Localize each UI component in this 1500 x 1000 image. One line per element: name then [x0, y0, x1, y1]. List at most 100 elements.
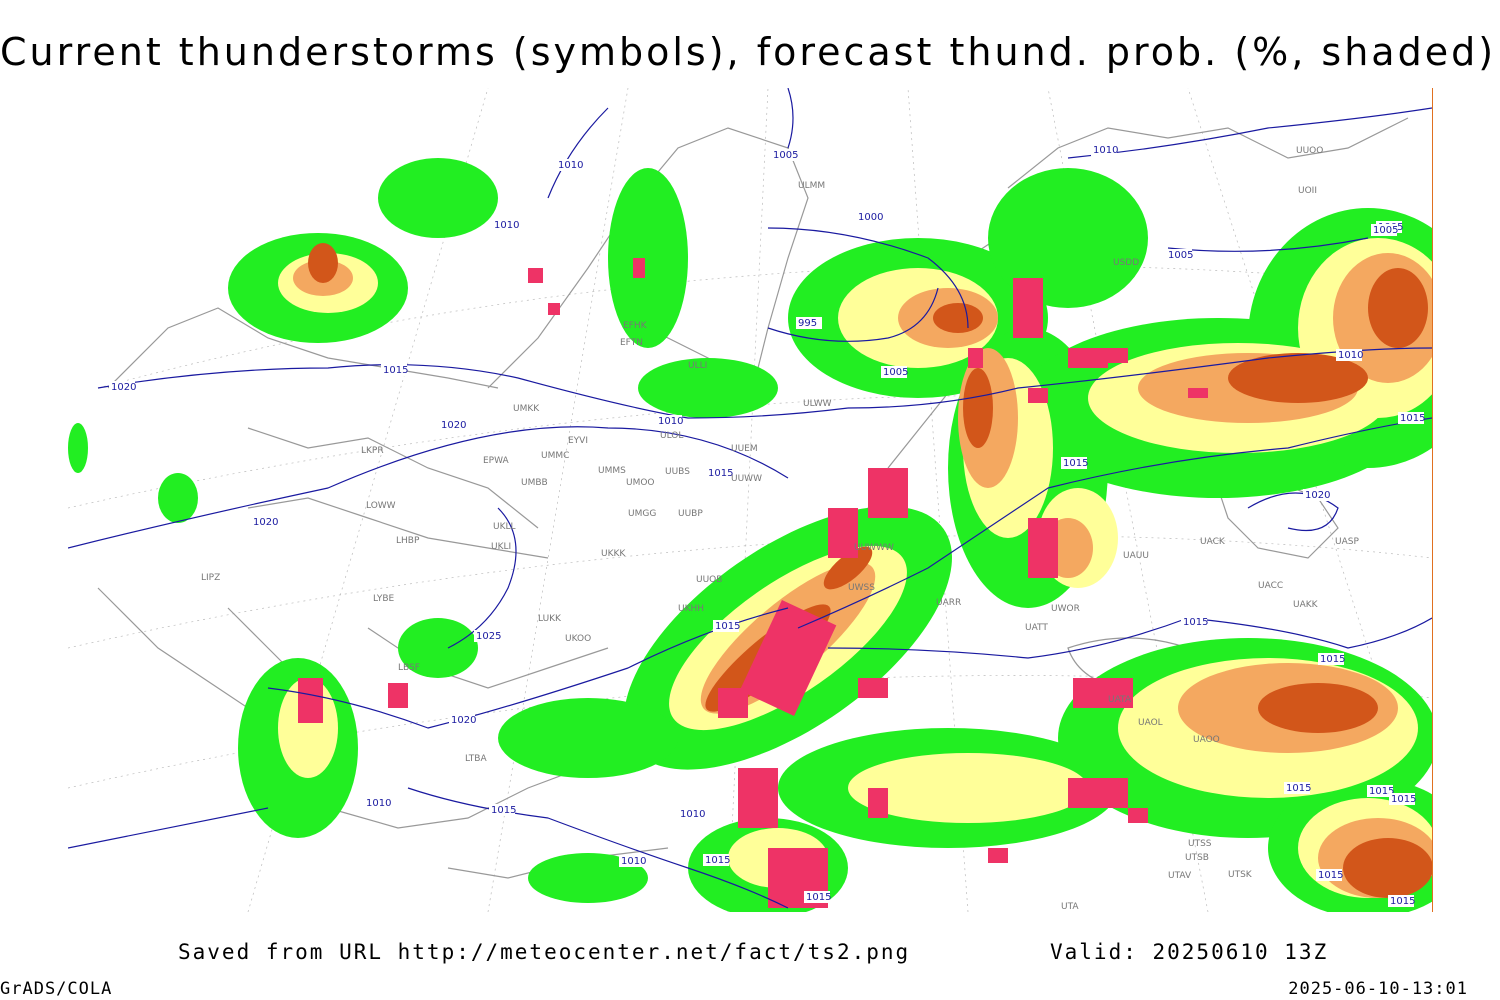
- isobar-label: 1015: [1391, 794, 1416, 805]
- weather-map: 1010 1010 1005 1000 995 1005 1010 1010 1005 1005 1…: [68, 88, 1433, 912]
- isobar-label-bg: [1367, 785, 1393, 797]
- map-canvas: 1010 1010 1005 1000 995 1005 1010 1010 1005 1005 1…: [68, 88, 1432, 912]
- isobar-label-bg: [706, 467, 732, 479]
- station-label: ULMM: [798, 181, 825, 191]
- station-label: UUBP: [678, 509, 703, 519]
- isobar-label: 1020: [1305, 490, 1330, 501]
- station-label: UKHH: [678, 604, 704, 614]
- isobar-label-bg: [1388, 895, 1414, 907]
- station-label: UTSS: [1188, 839, 1212, 849]
- isobar-label: 1010: [558, 160, 583, 171]
- station-label: EFTN: [620, 338, 643, 348]
- isobars: [68, 88, 1432, 909]
- isobar-label-bg: [1166, 249, 1192, 261]
- isobar-label: 1015: [491, 805, 516, 816]
- isobar-label-bg: [1398, 412, 1424, 424]
- isobar-label: 1010: [494, 220, 519, 231]
- station-labels: UUOO UOII USDD ULMM EFHK EFTN ULLI ULWW UMKK EYVI…: [201, 146, 1359, 912]
- station-label: UAOO: [1193, 735, 1220, 745]
- station-label: UASP: [1335, 537, 1359, 547]
- station-label: UKLI: [491, 542, 511, 552]
- station-label: UUBS: [665, 467, 690, 477]
- isobar-label-bg: [1336, 349, 1362, 361]
- isobar-label-bg: [804, 891, 830, 903]
- isobar-label: 1010: [680, 809, 705, 820]
- station-label: UAUU: [1123, 551, 1149, 561]
- station-label: UTAV: [1168, 871, 1192, 881]
- station-label: UTSK: [1228, 870, 1253, 880]
- isobar-label: 1005: [1168, 250, 1193, 261]
- isobar-label-bg: [1318, 653, 1344, 665]
- isobar-labels: 1010 1010 1005 1000 995 1005 1010 1010 1005 1005 1…: [109, 144, 1425, 907]
- station-label: UMOO: [626, 478, 655, 488]
- station-label: UTA: [1061, 902, 1079, 912]
- isobar-label: 1020: [441, 420, 466, 431]
- isobar-label: 1015: [1063, 458, 1088, 469]
- station-label: UUEM: [731, 444, 758, 454]
- isobar-label-bg: [439, 419, 465, 431]
- station-label: EPWA: [483, 456, 510, 466]
- station-label: UTSB: [1185, 853, 1209, 863]
- station-label: ULWW: [803, 399, 832, 409]
- isobar-label: 1015: [1183, 617, 1208, 628]
- isobar-label: 1015: [383, 365, 408, 376]
- isobar-label: 1015: [1369, 786, 1394, 797]
- isobar-label-bg: [381, 364, 407, 376]
- generated-timestamp: 2025-06-10-13:01: [1288, 979, 1468, 999]
- station-label: UKKK: [601, 549, 626, 559]
- station-label: UMBB: [521, 478, 548, 488]
- isobar-label-bg: [489, 804, 515, 816]
- station-label: UWSS: [848, 583, 875, 593]
- isobar-label-bg: [1303, 489, 1329, 501]
- isobar-label: 1010: [1093, 145, 1118, 156]
- isobar-label: 1005: [1373, 225, 1398, 236]
- isobar-label: 1015: [1400, 413, 1425, 424]
- station-label: LHBP: [396, 536, 420, 546]
- isobar-label-bg: [1389, 793, 1415, 805]
- station-label: EFHK: [623, 321, 648, 331]
- isobar-label: 1020: [253, 517, 278, 528]
- isobar-label-bg: [556, 159, 582, 171]
- station-label: UKLL: [493, 522, 516, 532]
- isobar-label-bg: [1284, 782, 1310, 794]
- isobar-label-bg: [856, 211, 882, 223]
- isobar-label-bg: [1316, 869, 1342, 881]
- station-label: LUKK: [538, 614, 562, 624]
- isobar-label: 1010: [621, 856, 646, 867]
- isobar-label: 1015: [1318, 870, 1343, 881]
- isobar-label: 1010: [366, 798, 391, 809]
- station-label: LOWW: [366, 501, 396, 511]
- isobar-label: 1015: [705, 855, 730, 866]
- isobar-label-bg: [796, 317, 822, 329]
- station-label: EYVI: [568, 436, 588, 446]
- isobar-label-bg: [1091, 144, 1117, 156]
- station-label: ULLI: [688, 361, 707, 371]
- station-label: UUWW: [731, 474, 762, 484]
- station-label: UARR: [936, 598, 961, 608]
- isobar-label-bg: [1181, 616, 1207, 628]
- storm-symbols: [298, 258, 1208, 908]
- isobar-label: 1020: [111, 382, 136, 393]
- isobar-label-bg: [492, 219, 518, 231]
- station-label: LKPR: [361, 446, 384, 456]
- isobar-label-bg: [678, 808, 704, 820]
- station-label: UMGG: [628, 509, 656, 519]
- isobar-label: 1015: [1320, 654, 1345, 665]
- station-label: LTBA: [465, 754, 487, 764]
- station-label: UMMC: [541, 451, 569, 461]
- isobar-label-bg: [1061, 457, 1087, 469]
- station-label: UACC: [1258, 581, 1283, 591]
- station-label: UACK: [1200, 537, 1226, 547]
- isobar-label: 1000: [858, 212, 883, 223]
- isobar-label: 1005: [883, 367, 908, 378]
- software-credit: GrADS/COLA: [0, 979, 113, 999]
- isobar-label-bg: [619, 855, 645, 867]
- station-label: UWOR: [1051, 604, 1080, 614]
- station-label: UATT: [1025, 623, 1048, 633]
- saved-from-url: Saved from URL http://meteocenter.net/fa…: [178, 940, 911, 964]
- station-label: UUWWW: [854, 543, 894, 553]
- isobar-label: 1015: [715, 621, 740, 632]
- station-label: UAOL: [1138, 718, 1163, 728]
- station-label: UUOB: [696, 575, 722, 585]
- isobar-label-bg: [449, 714, 475, 726]
